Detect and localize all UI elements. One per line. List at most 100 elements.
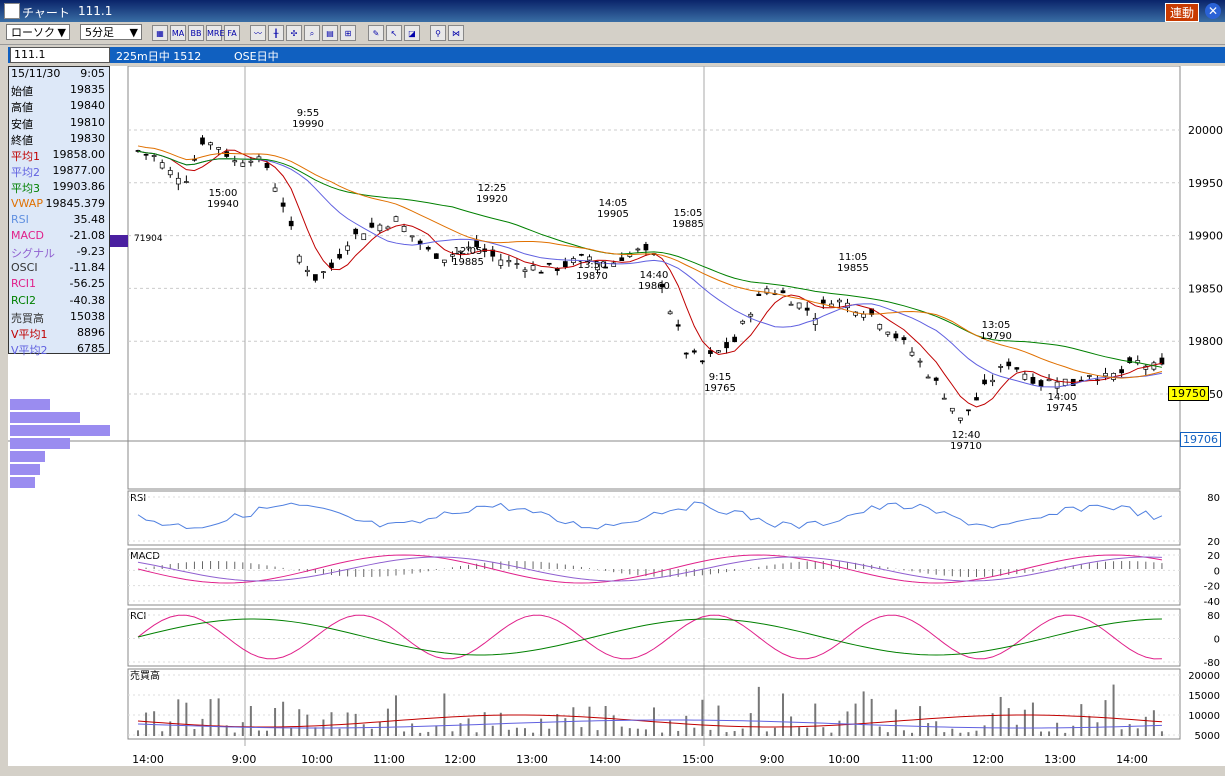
ohlc-key: 安値: [11, 117, 33, 131]
panel-tick: 0: [1214, 566, 1220, 577]
annotation-price: 19885: [672, 219, 704, 230]
ohlc-value: 19877.00: [52, 164, 106, 178]
candle-body: [288, 220, 294, 227]
pointer-icon[interactable]: ↖: [386, 25, 402, 41]
search-icon[interactable]: ⚲: [430, 25, 446, 41]
candle-icon[interactable]: ╫: [268, 25, 284, 41]
annotation-price: 19860: [638, 281, 670, 292]
candle-body: [329, 262, 334, 269]
line-chart-icon[interactable]: 〰: [250, 25, 266, 41]
candle-body: [1054, 381, 1060, 389]
annotation-time: 15:05: [674, 208, 703, 219]
time-axis-label: 13:00: [1044, 753, 1076, 766]
ohlc-value: 15038: [70, 309, 105, 323]
candle-body: [401, 226, 407, 232]
panel-tick: 15000: [1188, 691, 1220, 702]
candle-body: [708, 350, 713, 354]
candle-body: [635, 248, 641, 251]
candle-body: [998, 366, 1004, 368]
candle-body: [175, 177, 181, 185]
panel-label: MACD: [130, 551, 160, 562]
candle-body: [296, 255, 302, 263]
candle-body: [603, 266, 608, 269]
candle-body: [321, 271, 326, 274]
ohlc-row: MACD -21.08: [9, 229, 109, 245]
candle-body: [200, 137, 205, 145]
chart-settings-icon[interactable]: ▦: [152, 25, 168, 41]
ohlc-row: RSI 35.48: [9, 213, 109, 229]
ohlc-key: RCI1: [11, 277, 37, 291]
ohlc-value: 19903.86: [52, 180, 106, 194]
ohlc-key: シグナル: [11, 247, 55, 261]
panel-tick: 10000: [1188, 711, 1220, 722]
macd-signal-line: [137, 556, 1162, 582]
crosshair-icon[interactable]: ✣: [286, 25, 302, 41]
close-icon[interactable]: ✕: [1205, 3, 1221, 19]
ohlc-row: 平均2 19877.00: [9, 164, 109, 180]
ma3-line: [137, 150, 1163, 368]
symbol-input[interactable]: 111.1: [10, 47, 110, 63]
candle-body: [450, 254, 455, 257]
time-axis-label: 12:00: [444, 753, 476, 766]
annotation-price: 19905: [597, 209, 629, 220]
interval-select[interactable]: 5分足 ▼: [80, 24, 142, 40]
ohlc-key: V平均1: [11, 328, 48, 341]
volume-profile-label: 71904: [134, 234, 163, 244]
candle-body: [433, 253, 439, 259]
candle-body: [208, 142, 213, 146]
ohlc-key: 始値: [11, 85, 33, 99]
candle-body: [466, 246, 471, 249]
candle-body: [764, 288, 770, 294]
ohlc-value: 19830: [70, 131, 105, 145]
fa-button[interactable]: FA: [224, 25, 240, 41]
annotation-time: 15:00: [209, 188, 238, 199]
candle-body: [667, 311, 673, 315]
grid-icon[interactable]: ▤: [322, 25, 338, 41]
eraser-icon[interactable]: ◪: [404, 25, 420, 41]
candle-body: [377, 224, 383, 232]
candle-body: [361, 233, 367, 241]
volume-profile-max-bar: [108, 235, 128, 247]
ohlc-value: -40.38: [69, 293, 105, 307]
fibonacci-icon[interactable]: ⋈: [448, 25, 464, 41]
pen-icon[interactable]: ✎: [368, 25, 384, 41]
candle-body: [232, 160, 238, 163]
ma-button[interactable]: MA: [170, 25, 186, 41]
candle-body: [595, 263, 600, 271]
chart-type-select[interactable]: ローソク ▼: [6, 24, 70, 40]
ruler-icon[interactable]: ⊞: [340, 25, 356, 41]
panel-frame: [127, 548, 1181, 606]
panel-tick: 5000: [1195, 731, 1220, 742]
main-frame: [127, 66, 1181, 490]
panel-label: RCI: [130, 611, 146, 622]
info-bar: 225m日中 1512 OSE日中: [8, 47, 1225, 63]
candle-body: [885, 331, 891, 335]
candle-body: [1127, 357, 1133, 364]
candle-body: [506, 260, 512, 263]
time-axis-label: 10:00: [828, 753, 860, 766]
ohlc-key: 平均3: [11, 182, 40, 196]
panel-frame: [127, 490, 1181, 546]
candle-body: [143, 153, 149, 156]
zoom-icon[interactable]: ⌕: [304, 25, 320, 41]
candle-body: [369, 222, 375, 228]
ohlc-key: RSI: [11, 212, 29, 226]
ohlc-value: 19840: [70, 99, 105, 113]
candle-body: [837, 299, 842, 303]
panel-frame: [127, 608, 1181, 667]
ohlc-key: OSCI: [11, 261, 38, 275]
bb-button[interactable]: BB: [188, 25, 204, 41]
candle-body: [909, 351, 915, 356]
ohlc-row: 高値 19840: [9, 99, 109, 115]
panel-tick: 20: [1207, 537, 1220, 548]
info-market: OSE日中: [234, 50, 279, 63]
time-axis-label: 14:00: [132, 753, 164, 766]
renkan-button[interactable]: 連動: [1164, 3, 1199, 22]
mre-button[interactable]: MRE: [206, 25, 225, 41]
time-axis-label: 12:00: [972, 753, 1004, 766]
candle-body: [304, 269, 310, 272]
price-tick-label: 20000: [1188, 124, 1223, 137]
window-title: チャート: [22, 6, 70, 20]
